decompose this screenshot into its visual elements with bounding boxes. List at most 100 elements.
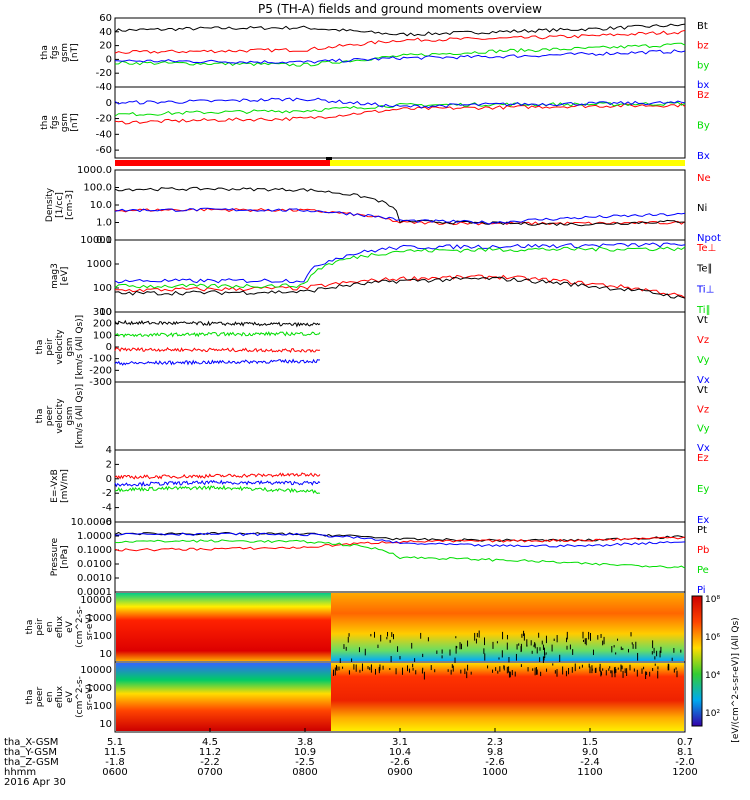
fgs_gsm-ylabel: [nT] bbox=[70, 43, 80, 61]
peir_spectrum-speckle bbox=[536, 647, 538, 654]
status-bar-yellow bbox=[330, 160, 685, 166]
peir_spectrum-speckle bbox=[613, 645, 615, 648]
fgs_dsl-ytick: -20 bbox=[96, 114, 112, 125]
temperature-ytick: 10 bbox=[99, 307, 112, 318]
peer_spectrum-speckle bbox=[600, 670, 602, 677]
peer_spectrum-speckle bbox=[581, 664, 583, 668]
peir_spectrum-speckle bbox=[585, 638, 587, 646]
peer_spectrum-speckle bbox=[434, 669, 436, 673]
pressure-legend-3: Pi bbox=[697, 585, 706, 596]
peer_spectrum-cells-early bbox=[116, 663, 331, 731]
x-tick-value: -2.6 bbox=[390, 757, 410, 768]
peer_spectrum-speckle bbox=[379, 664, 381, 671]
peir_spectrum-speckle bbox=[389, 639, 391, 643]
peir_spectrum-speckle bbox=[627, 648, 629, 653]
colorbar: 10⁸ 10⁶ 10⁴ 10² [eV/(cm^2-s-sr-eV)] (All Qs) bbox=[691, 595, 741, 743]
x-tick-value: 11.2 bbox=[199, 747, 221, 758]
peir_spectrum-speckle bbox=[673, 648, 675, 653]
pressure-series-Pt bbox=[114, 531, 686, 542]
peir_spectrum-speckle bbox=[351, 658, 353, 663]
colorbar-tick: 10⁴ bbox=[705, 671, 720, 681]
peer_spectrum-speckle bbox=[673, 668, 675, 673]
peer_velocity-panel: tha peer velocity gsm [km/s (All Qs)] Vt Vz Vy V… bbox=[35, 381, 710, 454]
peir_spectrum-speckle bbox=[526, 639, 528, 646]
peer_spectrum-speckle bbox=[568, 667, 570, 675]
peer_spectrum-speckle bbox=[571, 666, 573, 673]
peir_spectrum-speckle bbox=[582, 639, 584, 642]
peir_spectrum-speckle bbox=[539, 657, 541, 662]
efield-ytick: 0 bbox=[106, 474, 112, 485]
peer_spectrum-speckle bbox=[369, 667, 371, 671]
x-tick-value: -2.6 bbox=[485, 757, 505, 768]
peir_spectrum-speckle bbox=[600, 633, 602, 638]
fgs_gsm-ytick: 20 bbox=[99, 41, 112, 52]
peir_spectrum-speckle bbox=[459, 642, 461, 650]
peer_spectrum-ylabel: (cm^2-s- bbox=[75, 676, 85, 718]
peer_spectrum-speckle bbox=[349, 670, 351, 675]
peir_spectrum-ytick: 10 bbox=[99, 649, 112, 660]
peer_velocity-ylabel: tha bbox=[35, 409, 45, 424]
fgs_dsl-ylabel: gsm bbox=[60, 113, 70, 132]
peer_velocity-ylabel: velocity bbox=[55, 398, 65, 434]
peir_spectrum-speckle bbox=[680, 649, 682, 653]
peer_spectrum-speckle bbox=[532, 668, 534, 671]
peir_spectrum-speckle bbox=[492, 641, 494, 649]
peir_spectrum-speckle bbox=[545, 635, 547, 644]
peer_spectrum-speckle bbox=[470, 671, 472, 675]
peer_spectrum-speckle bbox=[595, 667, 597, 673]
x-row-label: tha_Z-GSM bbox=[4, 757, 59, 768]
peir_spectrum-speckle bbox=[506, 634, 508, 640]
efield-legend-0: Ez bbox=[697, 453, 709, 464]
peir_spectrum-ylabel: peir bbox=[35, 618, 45, 636]
density-ytick: 10.0 bbox=[90, 200, 112, 211]
peir_spectrum-speckle bbox=[611, 646, 613, 653]
x-tick-value: 11.5 bbox=[104, 747, 126, 758]
efield-ytick: 4 bbox=[106, 445, 112, 456]
fgs_gsm-ytick: 0 bbox=[106, 54, 112, 65]
fgs_dsl-ytick: -40 bbox=[96, 129, 112, 140]
peir_spectrum-speckle bbox=[380, 634, 382, 642]
peer_spectrum-speckle bbox=[361, 663, 363, 672]
peir_spectrum-ylabel: sr-eV) bbox=[85, 614, 95, 640]
fgs_gsm-ytick: 40 bbox=[99, 27, 112, 38]
efield-ytick: -6 bbox=[102, 517, 112, 528]
peer_spectrum-speckle bbox=[594, 669, 596, 672]
peir_spectrum-speckle bbox=[478, 630, 480, 638]
peer_spectrum-speckle bbox=[460, 669, 462, 674]
density-ylabel: [1/cc] bbox=[55, 192, 65, 218]
peer_spectrum-speckle bbox=[452, 665, 454, 672]
temperature-panel: mag3 [eV] Te⊥ Te∥ Ti⊥ Ti∥ 10000 1000 100 10 bbox=[50, 235, 716, 318]
peir_spectrum-speckle bbox=[484, 653, 486, 661]
peir_spectrum-speckle bbox=[615, 652, 617, 655]
peer_spectrum-speckle bbox=[620, 664, 622, 672]
peer_spectrum-ylabel: en bbox=[45, 691, 55, 702]
peir_spectrum-ylabel: en bbox=[45, 621, 55, 632]
peer_spectrum-speckle bbox=[600, 671, 602, 676]
pressure-ylabel: Pressure bbox=[50, 537, 60, 576]
peir_spectrum-speckle bbox=[449, 649, 451, 656]
peer_spectrum-speckle bbox=[617, 667, 619, 670]
peer_spectrum-speckle bbox=[401, 667, 403, 675]
fgs_gsm-ylabel: tha bbox=[40, 45, 50, 60]
efield-series-Ez bbox=[114, 472, 321, 480]
peer_spectrum-speckle bbox=[540, 671, 542, 677]
peer_spectrum-speckle bbox=[668, 664, 670, 671]
fgs_gsm-ytick: 60 bbox=[99, 13, 112, 24]
pressure-series-Pe bbox=[114, 539, 686, 569]
peer_spectrum-speckle bbox=[554, 670, 556, 674]
efield-ytick: 2 bbox=[106, 459, 112, 470]
peer_spectrum-speckle bbox=[599, 663, 601, 672]
peer_spectrum-speckle bbox=[421, 669, 423, 674]
fgs_dsl-ylabel: fgs bbox=[50, 115, 60, 129]
x-tick-value: -2.0 bbox=[675, 757, 695, 768]
peir_spectrum-panel: tha peir en eflux eV (cm^2-s-sr-eV) 10000 1000 1… bbox=[25, 591, 686, 667]
peer_spectrum-speckle bbox=[497, 670, 499, 674]
peir_spectrum-ylabel: (cm^2-s- bbox=[75, 606, 85, 648]
peir_spectrum-speckle bbox=[508, 657, 510, 663]
peir_spectrum-speckle bbox=[520, 646, 522, 653]
x-tick-value: 3.1 bbox=[392, 737, 408, 748]
peir_spectrum-speckle bbox=[660, 646, 662, 653]
peir_spectrum-speckle bbox=[602, 640, 604, 646]
peer_spectrum-ylabel: peer bbox=[35, 686, 45, 707]
